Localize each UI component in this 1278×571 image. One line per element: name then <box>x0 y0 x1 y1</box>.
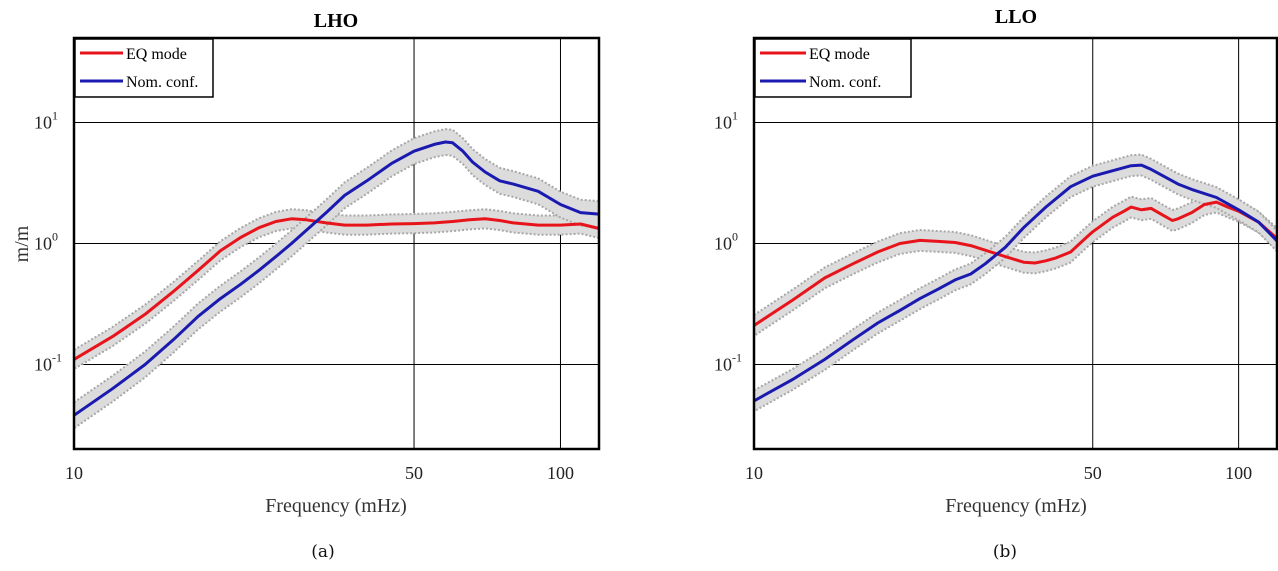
x-tick-label: 50 <box>1084 463 1102 483</box>
legend: EQ mode Nom. conf. <box>74 38 214 98</box>
y-tick-label: 100 <box>714 230 738 254</box>
y-tick-labels: 10-1 100 101 <box>714 109 742 375</box>
band-lower-edge <box>73 227 600 370</box>
band-lower-edge <box>753 211 1278 337</box>
y-tick-label: 10-1 <box>34 350 62 374</box>
grid <box>74 38 599 449</box>
x-tick-label: 100 <box>1225 463 1252 483</box>
legend-box <box>74 38 214 98</box>
chart-panel-lho: 10 50 100 10-1 100 101 LHO Frequency (mHz) m… <box>11 10 601 562</box>
x-tick-labels: 10 50 100 <box>745 463 1252 483</box>
series-lines <box>753 163 1278 403</box>
legend-label-nom-conf: Nom. conf. <box>809 74 881 91</box>
chart-title: LHO <box>314 10 358 32</box>
legend-label-eq-mode: EQ mode <box>126 46 187 63</box>
series-lines <box>73 140 600 417</box>
y-tick-label: 101 <box>34 109 58 133</box>
legend-label-nom-conf: Nom. conf. <box>126 74 198 91</box>
uncertainty-band <box>754 191 1277 336</box>
chart-panel-llo: 10 50 100 10-1 100 101 LLO Frequency (mHz) E… <box>714 6 1278 562</box>
y-tick-label: 10-1 <box>714 350 742 374</box>
y-tick-labels: 10-1 100 101 <box>34 109 62 375</box>
panel-caption: (b) <box>993 542 1017 562</box>
legend-label-eq-mode: EQ mode <box>809 46 870 63</box>
plot-frame <box>752 36 1278 451</box>
series-line <box>73 217 600 361</box>
chart-title: LLO <box>995 6 1037 28</box>
legend-box <box>754 38 912 98</box>
x-axis-label: Frequency (mHz) <box>945 495 1087 517</box>
band-lower-edge <box>73 153 600 430</box>
x-tick-label: 100 <box>547 463 574 483</box>
x-tick-labels: 10 50 100 <box>65 463 574 483</box>
y-tick-label: 100 <box>34 230 58 254</box>
x-tick-label: 10 <box>65 463 83 483</box>
band-lower-edge <box>753 174 1278 413</box>
series-line <box>73 140 600 417</box>
uncertainty-bands <box>753 153 1278 413</box>
band-upper-edge <box>753 153 1278 392</box>
x-axis-label: Frequency (mHz) <box>265 495 407 517</box>
legend: EQ mode Nom. conf. <box>754 38 912 98</box>
x-tick-label: 10 <box>745 463 763 483</box>
x-tick-label: 50 <box>405 463 423 483</box>
band-upper-edge <box>73 128 600 404</box>
panel-caption: (a) <box>311 542 334 562</box>
series-line <box>753 200 1278 327</box>
series-line <box>753 163 1278 403</box>
y-tick-label: 101 <box>714 109 738 133</box>
plot-frame <box>72 36 601 451</box>
y-axis-label: m/m <box>11 225 33 262</box>
